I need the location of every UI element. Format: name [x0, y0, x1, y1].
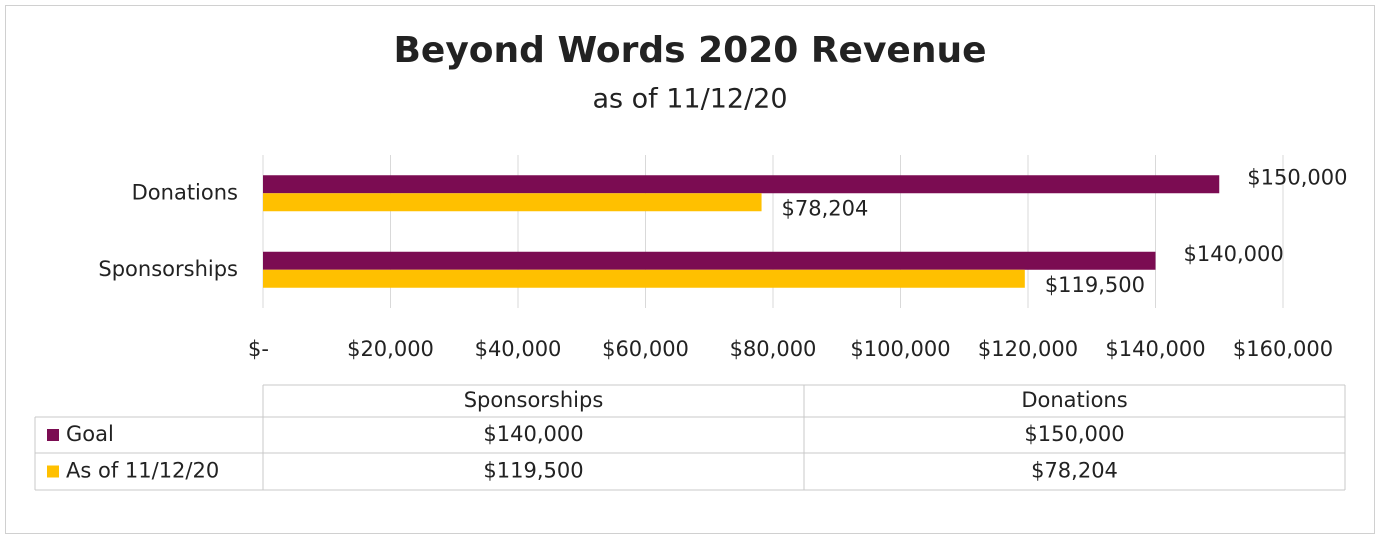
table-cell: $78,204 [1031, 459, 1118, 483]
table-cell: $140,000 [483, 422, 583, 446]
table-header: Donations [1021, 388, 1127, 412]
x-tick-label: $80,000 [730, 337, 817, 361]
data-label: $140,000 [1184, 242, 1284, 266]
x-tick-label: $120,000 [978, 337, 1078, 361]
y-tick-label: Donations [132, 180, 238, 204]
data-label: $150,000 [1247, 165, 1347, 189]
x-tick-label: $60,000 [602, 337, 689, 361]
x-tick-label: $100,000 [850, 337, 950, 361]
data-label: $119,500 [1045, 273, 1145, 297]
x-tick-label: $160,000 [1233, 337, 1333, 361]
x-tick-label: $140,000 [1105, 337, 1205, 361]
legend-key [47, 465, 59, 478]
legend-key [47, 429, 59, 441]
table-cell: $150,000 [1024, 422, 1124, 446]
y-tick-label: Sponsorships [98, 257, 238, 281]
data-label: $78,204 [782, 196, 869, 220]
table-header: Sponsorships [464, 388, 604, 412]
legend-label: As of 11/12/20 [66, 459, 219, 483]
bar [263, 269, 1025, 288]
legend-label: Goal [66, 422, 114, 446]
chart-title: Beyond Words 2020 Revenue [393, 30, 986, 71]
x-tick-label: $40,000 [475, 337, 562, 361]
bar [263, 175, 1220, 194]
x-tick-label: $- [248, 337, 269, 361]
table-cell: $119,500 [483, 459, 583, 483]
bar [263, 193, 762, 212]
x-tick-label: $20,000 [347, 337, 434, 361]
bar [263, 251, 1156, 270]
chart-subtitle: as of 11/12/20 [592, 84, 787, 115]
